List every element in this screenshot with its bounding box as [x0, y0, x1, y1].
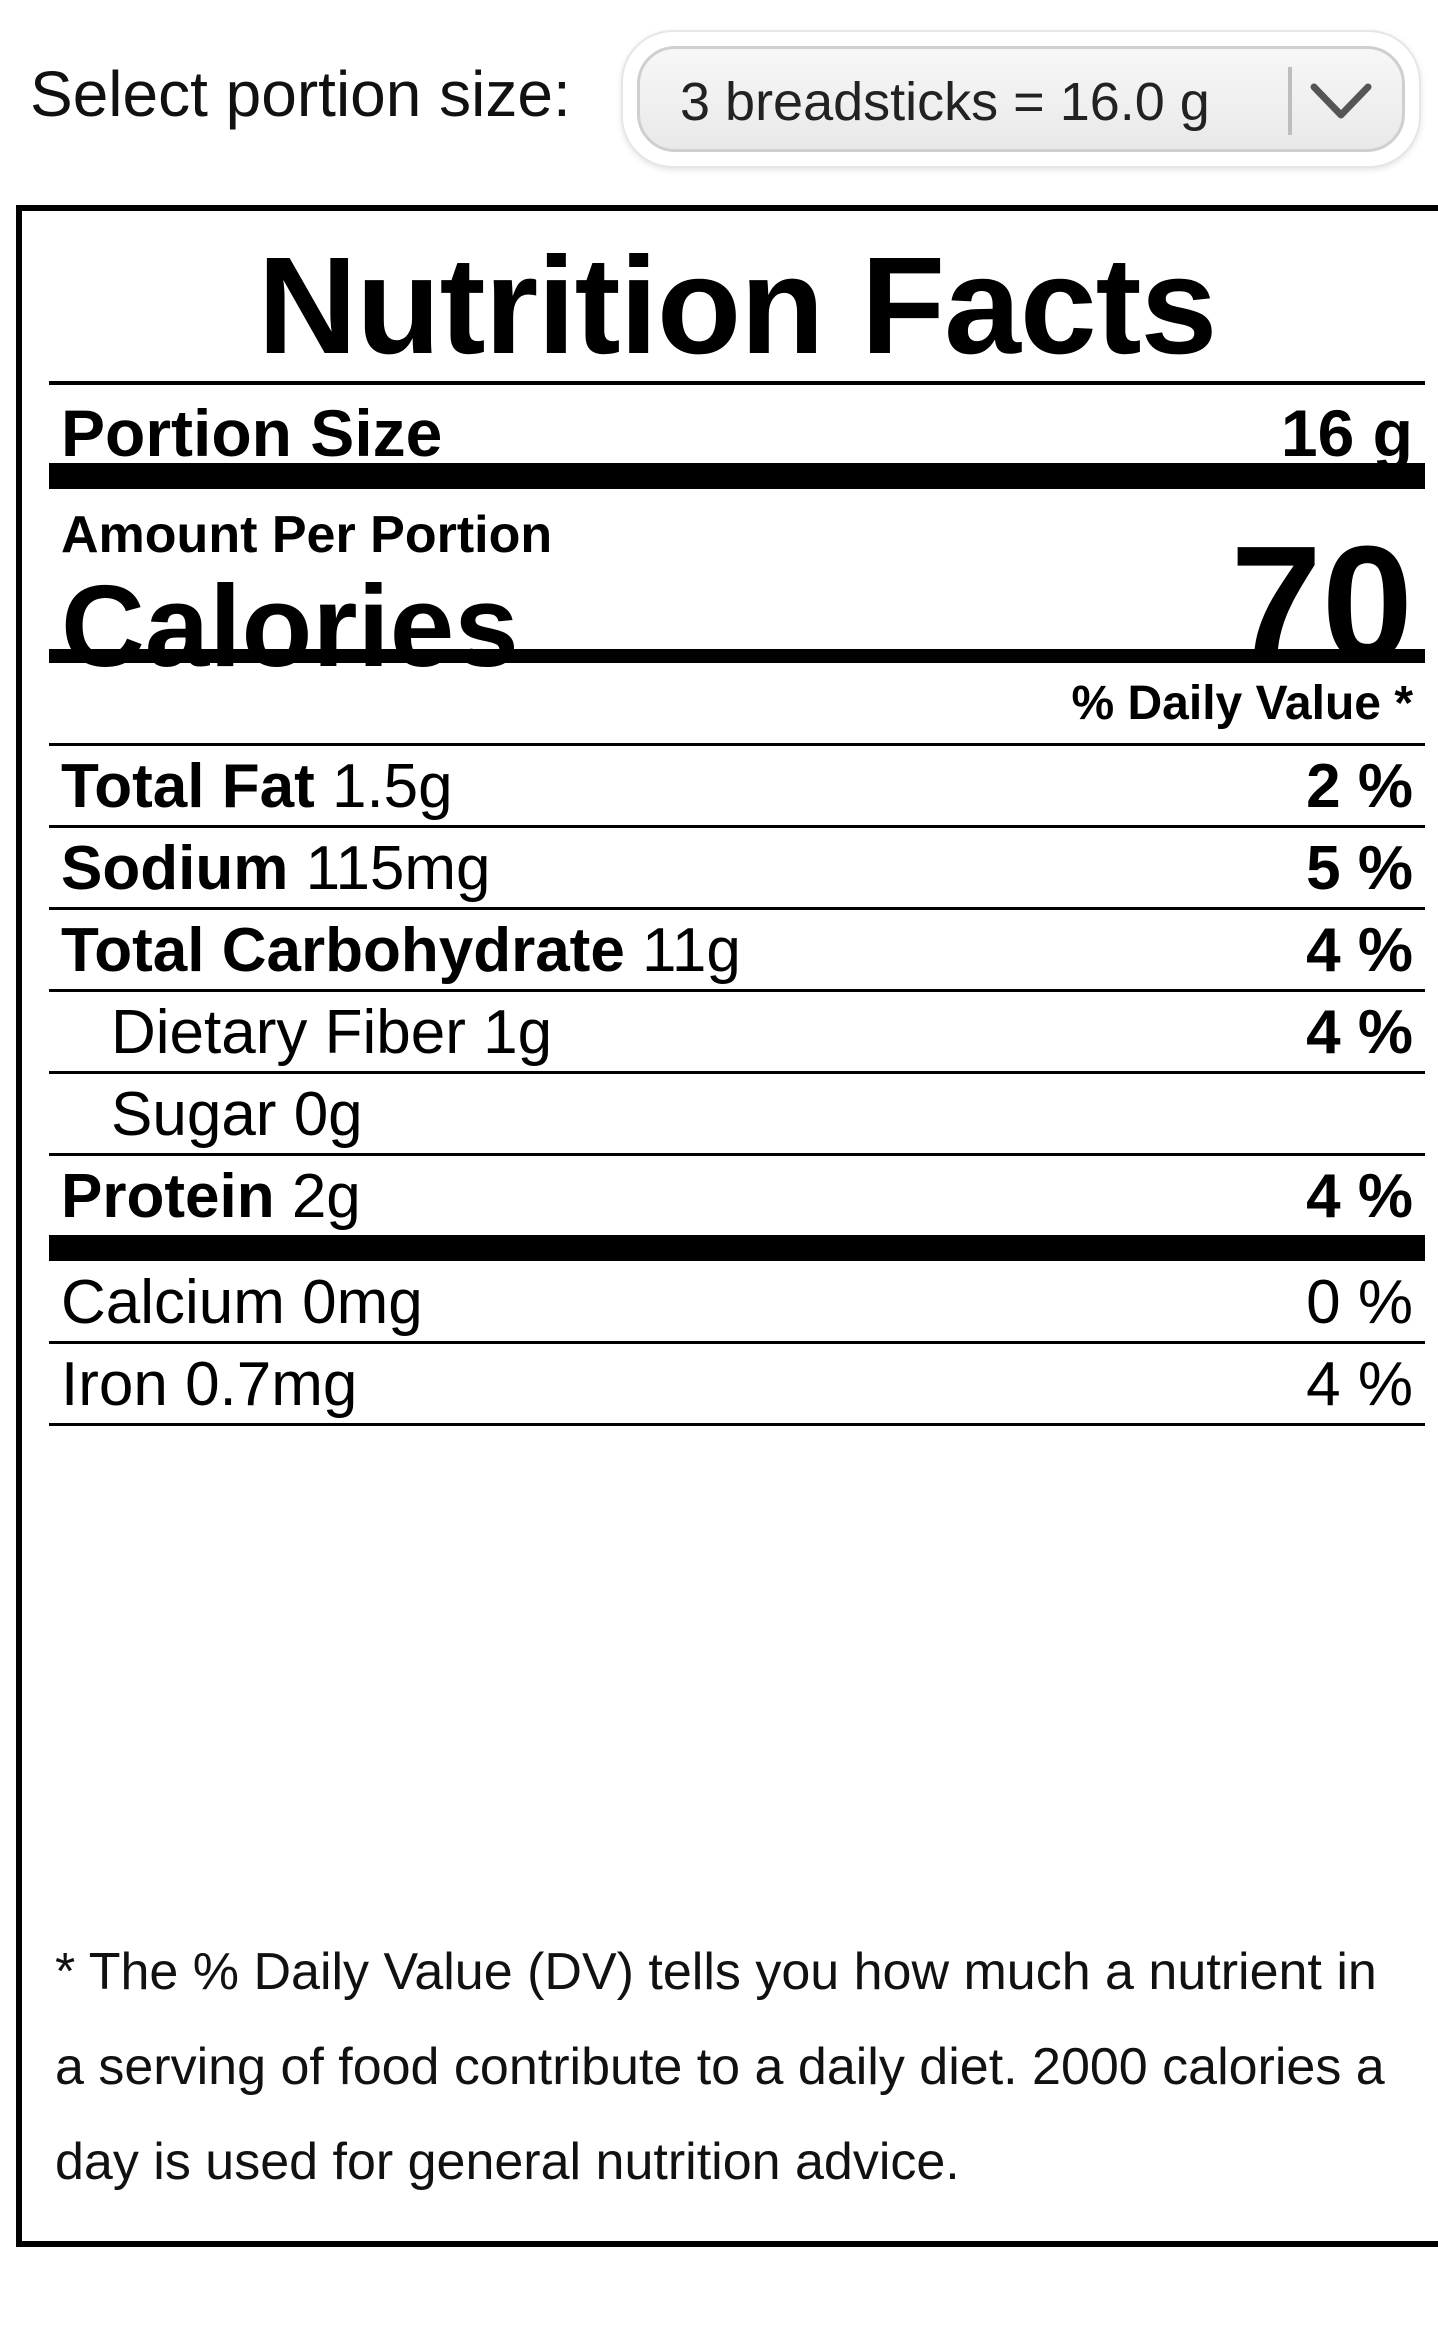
nutrient-name: Sodium	[61, 834, 289, 903]
divider	[49, 1071, 1425, 1074]
nutrient-row-protein: Protein 2g 4 %	[49, 1157, 1425, 1237]
nutrient-amount: 115mg	[305, 834, 491, 903]
mineral-name: Calcium	[61, 1268, 285, 1337]
nutrient-name: Total Fat	[61, 752, 315, 821]
portion-selector-row: Select portion size: 3 breadsticks = 16.…	[0, 0, 1438, 190]
nutrient-name: Protein	[61, 1162, 275, 1231]
daily-value-header: % Daily Value *	[1071, 677, 1413, 730]
chevron-down-icon[interactable]	[1308, 71, 1374, 131]
nutrient-daily-value: 5 %	[1306, 834, 1413, 903]
calories-row: Calories 70	[49, 519, 1425, 699]
thick-divider	[49, 463, 1425, 489]
nutrient-name: Dietary Fiber	[111, 998, 466, 1067]
nutrient-amount: 1g	[483, 998, 553, 1067]
divider	[49, 825, 1425, 828]
nutrient-row-total-carbohydrate: Total Carbohydrate 11g 4 %	[49, 911, 1425, 991]
divider	[49, 1153, 1425, 1156]
divider	[49, 1423, 1425, 1426]
divider	[49, 381, 1425, 385]
divider	[49, 743, 1425, 746]
select-divider	[1288, 67, 1292, 135]
nutrient-row-sodium: Sodium 115mg 5 %	[49, 829, 1425, 909]
divider	[49, 907, 1425, 910]
medium-divider	[49, 649, 1425, 663]
portion-size-row: Portion Size 16 g	[49, 393, 1425, 473]
nutrient-daily-value: 2 %	[1306, 752, 1413, 821]
nutrient-amount: 0g	[293, 1080, 363, 1149]
nutrient-daily-value: 4 %	[1306, 1162, 1413, 1231]
divider	[49, 989, 1425, 992]
amount-per-portion-row: Amount Per Portion	[49, 503, 1425, 573]
daily-value-header-row: % Daily Value *	[49, 674, 1425, 738]
portion-size-selected-value: 3 breadsticks = 16.0 g	[680, 72, 1210, 132]
nutrient-row-sugar: Sugar 0g	[49, 1075, 1425, 1155]
portion-size-value: 16 g	[1280, 396, 1413, 470]
nutrient-name: Total Carbohydrate	[61, 916, 625, 985]
portion-size-label: Select portion size:	[30, 58, 571, 130]
amount-per-portion-label: Amount Per Portion	[61, 506, 553, 564]
mineral-amount: 0.7mg	[185, 1350, 358, 1419]
daily-value-footnote: * The % Daily Value (DV) tells you how m…	[55, 1943, 1385, 2191]
divider	[49, 1341, 1425, 1344]
nutrient-daily-value: 4 %	[1306, 916, 1413, 985]
calories-value: 70	[1230, 512, 1413, 695]
portion-size-select[interactable]: 3 breadsticks = 16.0 g	[637, 46, 1405, 152]
nutrient-amount: 2g	[291, 1162, 361, 1231]
nutrient-amount: 11g	[642, 916, 741, 985]
mineral-daily-value: 4 %	[1306, 1350, 1413, 1419]
nutrient-name: Sugar	[111, 1080, 277, 1149]
nutrient-row-total-fat: Total Fat 1.5g 2 %	[49, 747, 1425, 827]
nutrient-row-dietary-fiber: Dietary Fiber 1g 4 %	[49, 993, 1425, 1073]
portion-size-heading: Portion Size	[61, 396, 443, 470]
mineral-row-iron: Iron 0.7mg 4 %	[49, 1345, 1425, 1425]
nutrient-daily-value: 4 %	[1306, 998, 1413, 1067]
nutrition-facts-label: Nutrition Facts Portion Size 16 g Amount…	[16, 205, 1438, 2247]
mineral-name: Iron	[61, 1350, 168, 1419]
mineral-row-calcium: Calcium 0mg 0 %	[49, 1263, 1425, 1343]
mineral-amount: 0mg	[302, 1268, 423, 1337]
thick-divider	[49, 1235, 1425, 1261]
nutrient-amount: 1.5g	[331, 752, 453, 821]
calories-label: Calories	[61, 561, 519, 691]
nutrition-facts-title: Nutrition Facts	[257, 229, 1218, 383]
portion-size-select-wrapper: 3 breadsticks = 16.0 g	[623, 32, 1419, 166]
mineral-daily-value: 0 %	[1306, 1268, 1413, 1337]
